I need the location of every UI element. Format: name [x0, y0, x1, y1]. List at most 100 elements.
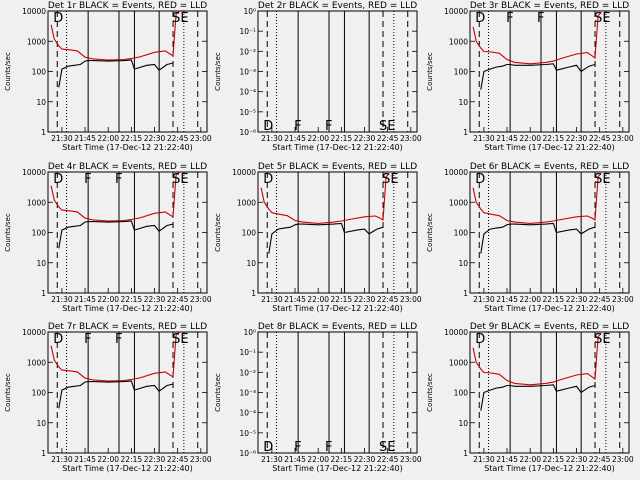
y-axis-label: Counts/sec	[4, 52, 12, 91]
y-tick-label: 100	[32, 389, 47, 398]
y-tick-label: 10⁻⁵	[239, 429, 256, 438]
event-letter: D	[263, 172, 273, 187]
chart-title: Det 3r BLACK = Events, RED = LLD	[470, 1, 629, 11]
series-line-red	[472, 333, 602, 386]
event-letter: D	[475, 11, 485, 26]
event-letter: F	[294, 440, 301, 455]
x-tick-label: 21:30	[261, 295, 283, 304]
x-tick-label: 22:30	[354, 455, 376, 464]
y-tick-label: 10	[36, 419, 46, 428]
event-letter: F	[506, 11, 513, 26]
x-tick-label: 21:45	[284, 295, 306, 304]
y-tick-label: 1	[41, 289, 46, 298]
event-letter: SE	[172, 332, 188, 347]
x-tick-label: 21:45	[284, 455, 306, 464]
chart-title: Det 6r BLACK = Events, RED = LLD	[470, 162, 629, 172]
plot-frame	[47, 10, 208, 133]
y-tick-label: 10000	[232, 168, 256, 177]
x-tick-label: 23:00	[400, 455, 422, 464]
x-tick-label: 22:30	[566, 455, 588, 464]
x-tick-label: 22:45	[167, 455, 189, 464]
x-tick-label: 21:30	[261, 455, 283, 464]
x-tick-label: 21:45	[496, 134, 518, 143]
series-line-black	[480, 384, 596, 411]
y-tick-label: 1000	[449, 37, 468, 46]
y-tick-label: 1	[41, 449, 46, 458]
event-letter: SE	[594, 172, 610, 187]
series-line-red	[50, 11, 180, 61]
chart-panel-3: Det 3r BLACK = Events, RED = LLD 1 10 100 10…	[426, 1, 634, 152]
event-letter: D	[475, 172, 485, 187]
chart-title: Det 7r BLACK = Events, RED = LLD	[48, 322, 207, 332]
y-tick-label: 10⁻¹	[239, 348, 256, 357]
x-tick-label: 22:45	[167, 134, 189, 143]
chart-title: Det 1r BLACK = Events, RED = LLD	[48, 1, 207, 11]
event-letter: F	[325, 119, 332, 134]
x-tick-label: 21:30	[51, 455, 73, 464]
plot-frame	[257, 10, 418, 133]
event-letter: F	[84, 332, 91, 347]
plot-frame	[257, 331, 418, 454]
chart-title: Det 4r BLACK = Events, RED = LLD	[48, 162, 207, 172]
x-tick-label: 22:00	[97, 295, 119, 304]
chart-panel-8: Det 8r BLACK = Events, RED = LLD 10⁻⁶ 10⁻⁵…	[214, 322, 422, 473]
chart-title: Det 2r BLACK = Events, RED = LLD	[258, 1, 417, 11]
x-tick-label: 23:00	[612, 455, 634, 464]
series-line-red	[472, 12, 602, 65]
x-axis-label: Start Time (17-Dec-12 21:22:40)	[484, 143, 615, 152]
event-letter: D	[263, 440, 273, 455]
x-tick-label: 22:15	[543, 134, 565, 143]
event-letter: SE	[594, 11, 610, 26]
y-tick-label: 100	[242, 229, 257, 238]
x-tick-label: 23:00	[190, 455, 212, 464]
chart-panel-2: Det 2r BLACK = Events, RED = LLD 10⁻⁶ 10⁻⁵…	[214, 1, 422, 152]
chart-title: Det 5r BLACK = Events, RED = LLD	[258, 162, 417, 172]
x-tick-label: 21:45	[496, 295, 518, 304]
event-letter: F	[115, 172, 122, 187]
plot-frame	[469, 10, 630, 133]
y-tick-label: 100	[454, 229, 469, 238]
x-tick-label: 22:15	[331, 455, 353, 464]
x-tick-label: 22:15	[543, 455, 565, 464]
event-letter: SE	[379, 119, 395, 134]
x-tick-label: 22:45	[377, 455, 399, 464]
x-tick-label: 21:45	[74, 295, 96, 304]
x-tick-label: 22:30	[144, 295, 166, 304]
x-axis-label: Start Time (17-Dec-12 21:22:40)	[62, 143, 193, 152]
y-tick-label: 100	[32, 68, 47, 77]
y-tick-label: 1000	[237, 198, 256, 207]
y-tick-label: 10000	[444, 7, 468, 16]
series-line-black	[268, 222, 384, 254]
y-tick-label: 1	[463, 449, 468, 458]
chart-panel-9: Det 9r BLACK = Events, RED = LLD 1 10 100 10…	[426, 322, 634, 473]
x-tick-label: 22:00	[519, 455, 541, 464]
chart-title: Det 8r BLACK = Events, RED = LLD	[258, 322, 417, 332]
y-tick-label: 10⁻²	[239, 47, 256, 56]
x-tick-label: 22:45	[377, 295, 399, 304]
x-tick-label: 21:30	[473, 134, 495, 143]
event-letter: SE	[382, 172, 398, 187]
chart-title: Det 9r BLACK = Events, RED = LLD	[470, 322, 629, 332]
x-axis-label: Start Time (17-Dec-12 21:22:40)	[484, 304, 615, 313]
y-axis-label: Counts/sec	[214, 213, 222, 252]
y-tick-label: 10	[458, 259, 468, 268]
y-axis-label: Counts/sec	[426, 52, 434, 91]
x-tick-label: 22:15	[543, 295, 565, 304]
x-axis-label: Start Time (17-Dec-12 21:22:40)	[272, 304, 403, 313]
x-tick-label: 22:30	[566, 134, 588, 143]
event-letter: SE	[594, 332, 610, 347]
series-line-black	[58, 59, 174, 88]
event-letter: F	[294, 119, 301, 134]
y-tick-label: 1000	[27, 37, 46, 46]
x-tick-label: 22:15	[121, 134, 143, 143]
x-tick-label: 22:30	[566, 295, 588, 304]
x-tick-label: 21:30	[473, 455, 495, 464]
x-tick-label: 23:00	[400, 295, 422, 304]
x-tick-label: 21:30	[51, 295, 73, 304]
y-tick-label: 10	[36, 259, 46, 268]
x-tick-label: 23:00	[612, 295, 634, 304]
event-letter: SE	[172, 172, 188, 187]
x-tick-label: 21:30	[261, 134, 283, 143]
y-tick-label: 10	[36, 98, 46, 107]
